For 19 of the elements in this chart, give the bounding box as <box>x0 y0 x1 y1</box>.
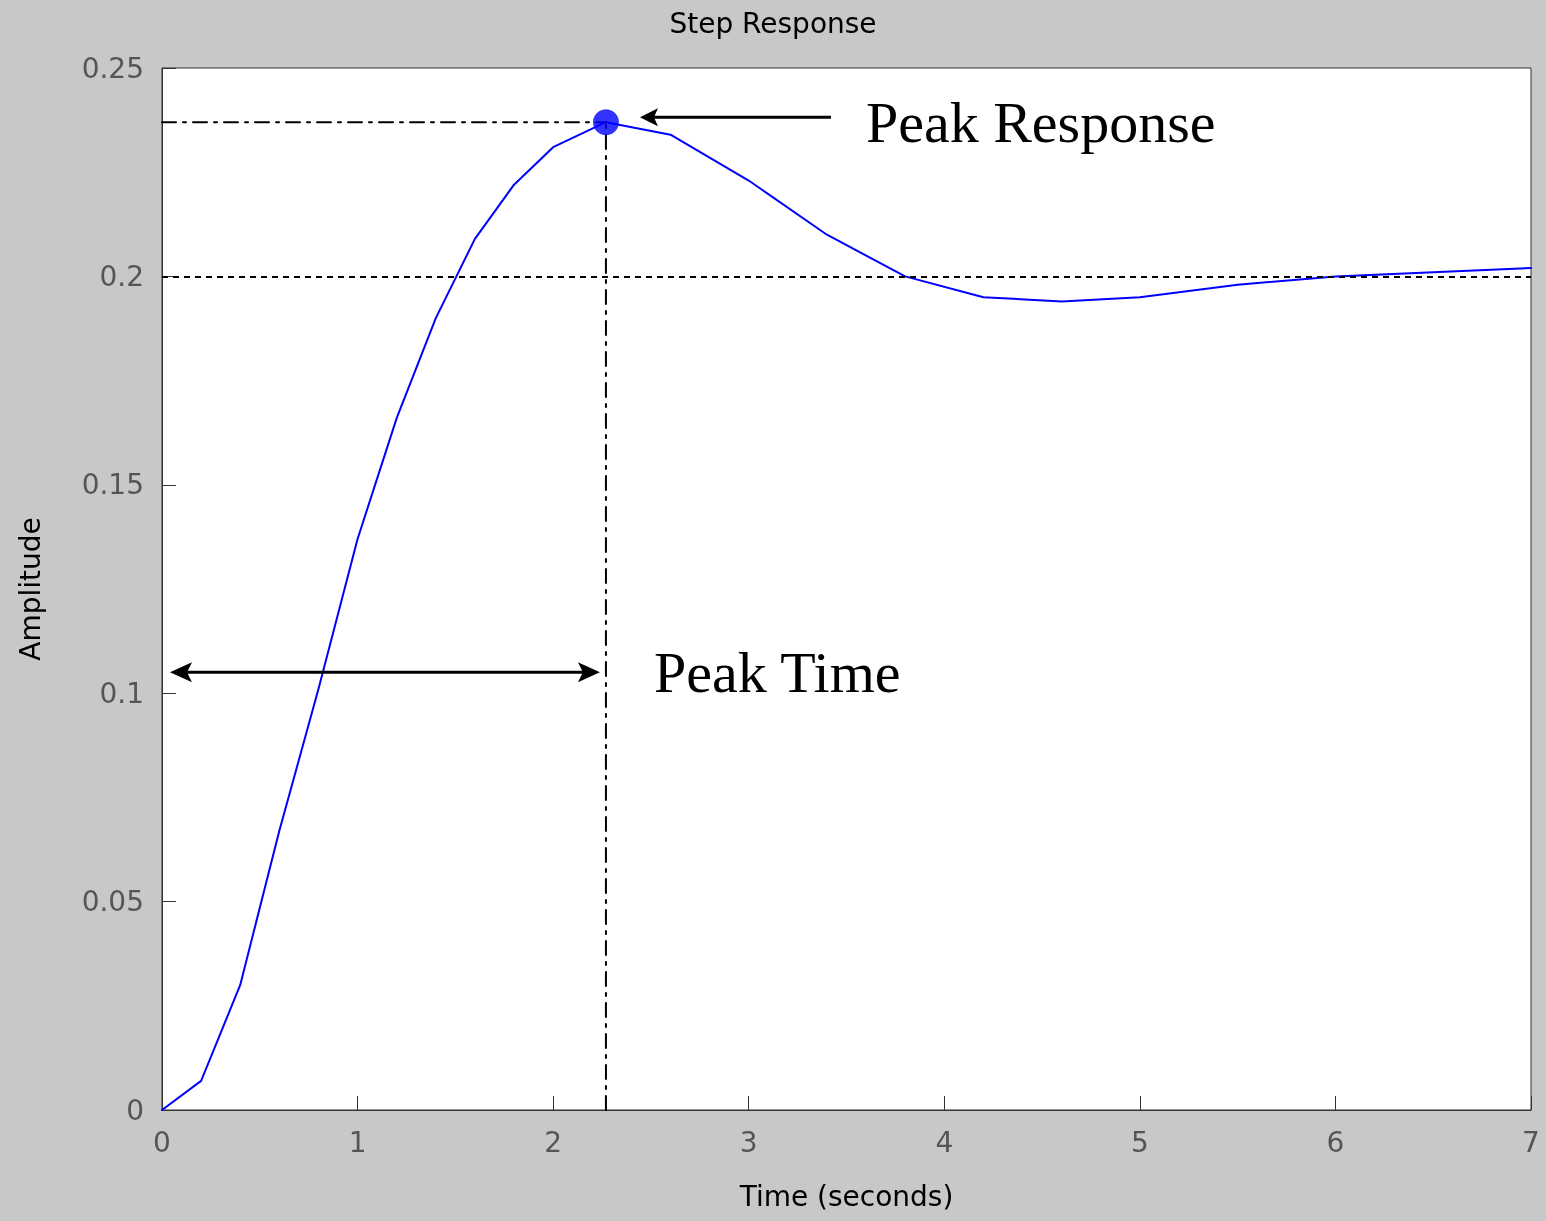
chart-title: Step Response <box>669 6 877 40</box>
y-tick-label: 0.25 <box>81 51 144 85</box>
x-tick-label: 0 <box>153 1125 171 1159</box>
y-tick-label: 0 <box>126 1093 144 1127</box>
y-tick-label: 0.15 <box>81 468 144 502</box>
x-tick-label: 2 <box>544 1125 563 1159</box>
y-tick-label: 0.05 <box>81 885 144 919</box>
y-axis-title: Amplitude <box>13 517 47 661</box>
x-tick-label: 5 <box>1130 1125 1149 1159</box>
annotation: Peak Response <box>865 90 1216 156</box>
x-tick-label: 3 <box>739 1125 758 1159</box>
y-tick-label: 0.2 <box>99 259 144 293</box>
x-tick-label: 1 <box>348 1125 367 1159</box>
x-tick-label: 4 <box>935 1125 954 1159</box>
annotation: Peak Time <box>653 640 901 706</box>
x-axis-title: Time (seconds) <box>738 1179 954 1213</box>
y-tick-label: 0.1 <box>99 676 144 710</box>
x-tick-label: 6 <box>1326 1125 1345 1159</box>
x-tick-label: 7 <box>1522 1125 1540 1159</box>
